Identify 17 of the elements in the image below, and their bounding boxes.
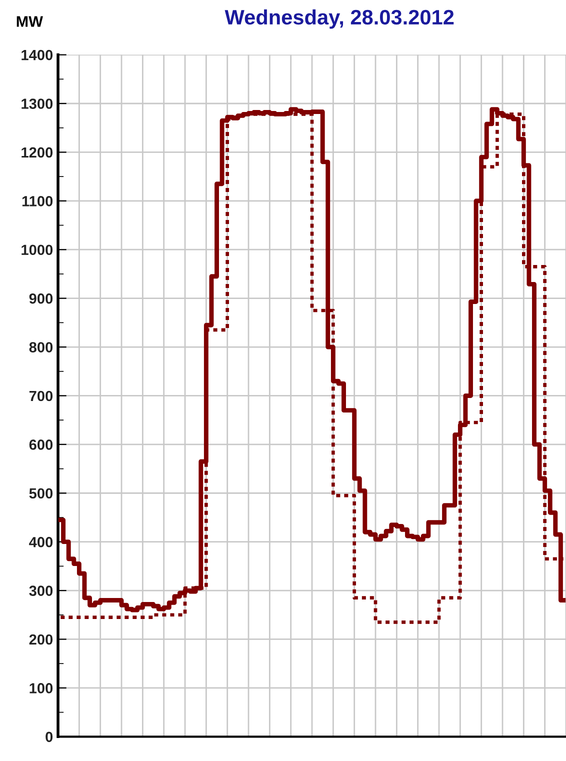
y-tick-label: 600 xyxy=(29,440,53,450)
y-tick-label: 1100 xyxy=(22,196,53,206)
y-tick-label: 100 xyxy=(30,683,53,694)
y-tick-label: 1200 xyxy=(22,147,53,158)
y-axis-title: MW xyxy=(16,16,43,27)
y-tick-label: 400 xyxy=(29,536,53,548)
y-tick-label: 1000 xyxy=(22,244,53,256)
y-tick-label: 300 xyxy=(29,586,53,596)
y-tick-label: 700 xyxy=(29,390,53,402)
y-tick-label: 1300 xyxy=(22,98,53,109)
y-tick-label: 800 xyxy=(29,342,53,352)
y-tick-label: 500 xyxy=(29,488,53,499)
y-tick-label: 900 xyxy=(29,293,53,304)
chart-title: Wednesday, 28.03.2012 xyxy=(224,9,454,29)
y-tick-label: 200 xyxy=(29,634,53,645)
y-tick-label: 0 xyxy=(46,732,53,742)
y-tick-label: 1400 xyxy=(22,50,53,60)
